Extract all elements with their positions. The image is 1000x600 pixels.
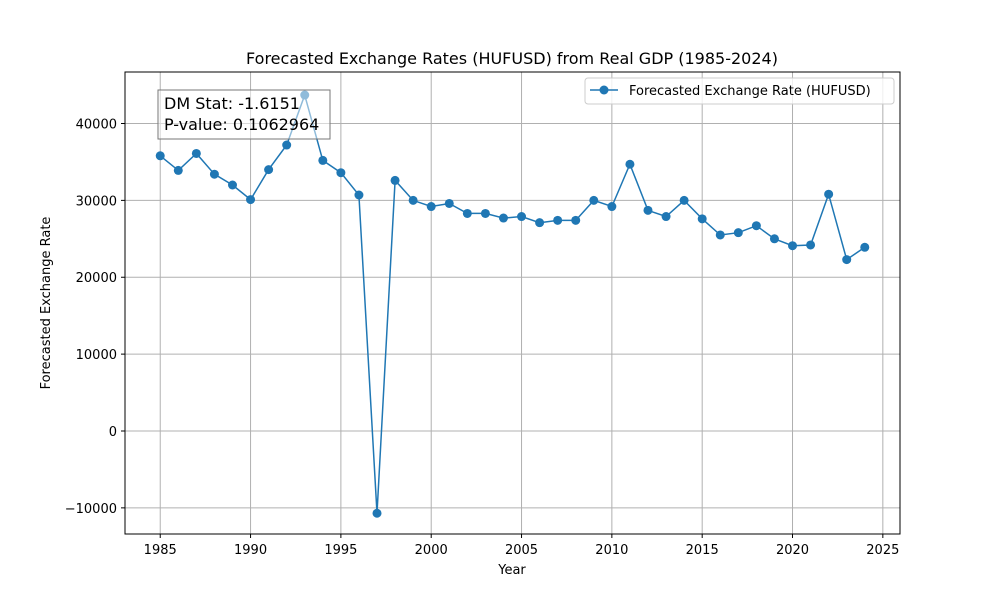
x-axis: 1985 1990 1995 2000 2005 2010 2015 2020 2025: [144, 534, 899, 558]
x-tick-label: 2015: [686, 543, 719, 558]
data-point: [842, 255, 852, 265]
data-point: [444, 198, 454, 208]
legend-marker-swatch: [599, 85, 609, 95]
y-tick-label: 20000: [76, 271, 117, 286]
legend-label: Forecasted Exchange Rate (HUFUSD): [629, 84, 871, 99]
x-tick-label: 1990: [234, 543, 267, 558]
data-point: [607, 202, 617, 212]
data-point: [553, 215, 563, 225]
annotation-box: [157, 89, 331, 140]
y-tick-label: 10000: [76, 348, 117, 363]
data-point: [733, 228, 743, 238]
legend: Forecasted Exchange Rate (HUFUSD): [584, 77, 895, 105]
data-point: [769, 234, 779, 244]
data-point: [173, 165, 183, 175]
y-axis-label: Forecasted Exchange Rate: [39, 217, 54, 390]
x-tick-label: 2020: [776, 543, 809, 558]
y-tick-label: 0: [109, 425, 117, 440]
x-axis-label: Year: [497, 563, 526, 578]
data-point: [697, 214, 707, 224]
data-point: [372, 508, 382, 518]
data-point: [571, 215, 581, 225]
grid: [125, 72, 900, 534]
data-point: [426, 202, 436, 212]
data-point: [462, 208, 472, 218]
annotation-p-value: P-value: 0.1062964: [164, 115, 319, 134]
x-tick-label: 2025: [866, 543, 899, 558]
data-point: [751, 221, 761, 231]
data-point: [715, 230, 725, 240]
x-tick-label: 2010: [595, 543, 628, 558]
data-point: [408, 195, 418, 205]
x-tick-label: 2000: [415, 543, 448, 558]
x-tick-label: 1985: [144, 543, 177, 558]
data-point: [318, 155, 328, 165]
legend-box: [584, 77, 895, 105]
data-point: [390, 175, 400, 185]
data-point: [517, 212, 527, 222]
data-point: [589, 195, 599, 205]
data-point: [480, 208, 490, 218]
data-point: [788, 241, 798, 251]
data-point: [227, 180, 237, 190]
y-axis: −10000 0 10000 20000 30000 40000: [65, 118, 125, 517]
data-point: [246, 195, 256, 205]
data-point: [498, 213, 508, 223]
stats-annotation: DM Stat: -1.6151 P-value: 0.1062964: [157, 89, 331, 140]
data-point: [625, 159, 635, 169]
series-layer: [155, 90, 870, 518]
data-point: [824, 189, 834, 199]
x-tick-label: 2005: [505, 543, 538, 558]
y-tick-label: 40000: [76, 118, 117, 133]
plot-frame: [124, 71, 901, 535]
data-point: [860, 242, 870, 252]
y-tick-label: −10000: [65, 502, 117, 517]
data-point: [354, 190, 364, 200]
data-point: [282, 140, 292, 150]
y-tick-label: 30000: [76, 194, 117, 209]
data-point: [535, 218, 545, 228]
data-point: [336, 168, 346, 178]
data-point: [155, 151, 165, 161]
data-point: [264, 165, 274, 175]
data-point: [209, 169, 219, 179]
data-point: [679, 195, 689, 205]
x-tick-label: 1995: [324, 543, 357, 558]
series-line: [159, 92, 866, 514]
annotation-dm-stat: DM Stat: -1.6151: [164, 94, 300, 113]
data-point: [806, 240, 816, 250]
data-point: [661, 212, 671, 222]
data-point: [643, 205, 653, 215]
data-point: [191, 148, 201, 158]
chart-title: Forecasted Exchange Rates (HUFUSD) from …: [246, 49, 778, 68]
